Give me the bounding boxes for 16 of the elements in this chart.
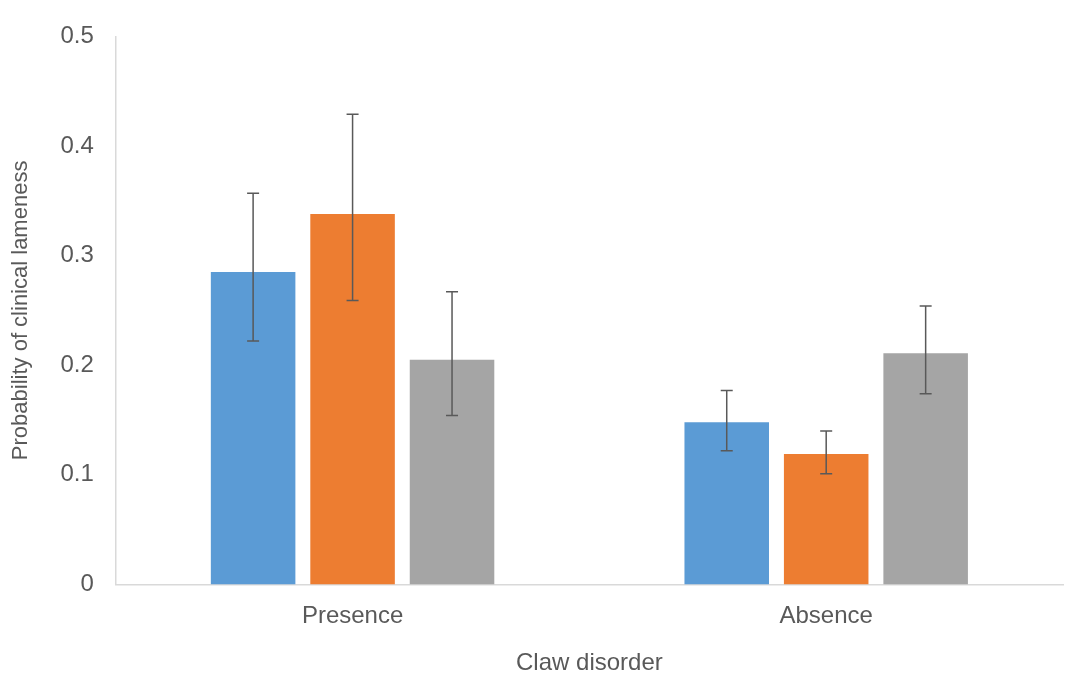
bar <box>409 359 495 585</box>
y-tick-label: 0.1 <box>60 459 94 487</box>
y-tick-label: 0.5 <box>60 21 94 49</box>
x-axis-title: Claw disorder <box>516 648 663 676</box>
y-tick-label: 0 <box>80 569 94 597</box>
x-tick-label: Absence <box>779 601 873 629</box>
y-tick-label: 0.4 <box>60 130 94 158</box>
x-tick-label: Presence <box>301 601 404 629</box>
bar <box>783 453 869 585</box>
y-tick-label: 0.3 <box>60 240 94 268</box>
y-axis-title: Probability of clinical lameness <box>7 160 33 461</box>
y-tick-label: 0.2 <box>60 349 94 377</box>
bar <box>210 272 296 585</box>
bar <box>310 213 395 585</box>
bar <box>883 353 968 585</box>
bar <box>684 422 769 585</box>
